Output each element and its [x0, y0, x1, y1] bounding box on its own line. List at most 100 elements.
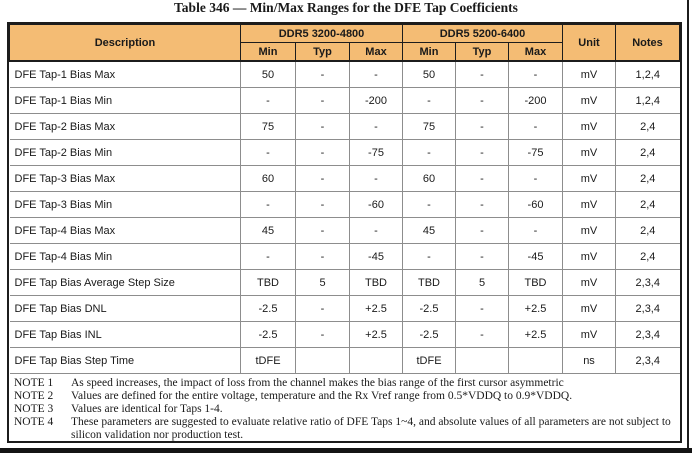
cell-value: -: [295, 321, 350, 348]
cell-value: -: [295, 60, 350, 88]
header-group-row: Description DDR5 3200-4800 DDR5 5200-640…: [9, 24, 680, 62]
cell-value: -: [508, 60, 563, 88]
cell-notes: 2,3,4: [615, 347, 680, 374]
col-header-min-2: Min: [402, 42, 456, 62]
col-header-typ-1: Typ: [295, 42, 350, 62]
cell-value: TBD: [240, 269, 296, 296]
cell-notes: 1,2,4: [615, 87, 680, 114]
cell-value: -: [402, 87, 456, 114]
table-row: DFE Tap-4 Bias Max 45 - - 45 - - mV 2,4: [9, 217, 680, 244]
cell-value: -: [240, 87, 296, 114]
cell-value: -: [240, 243, 296, 270]
note-label: NOTE 1: [14, 377, 54, 389]
cell-value: 5: [455, 269, 509, 296]
cell-value: -: [455, 217, 509, 244]
cell-notes: 2,4: [615, 243, 680, 270]
cell-value: -: [295, 113, 350, 140]
cell-value: +2.5: [508, 321, 563, 348]
col-header-max-2: Max: [508, 42, 563, 62]
cell-value: tDFE: [402, 347, 456, 374]
table-row: DFE Tap-3 Bias Min - - -60 - - -60 mV 2,…: [9, 191, 680, 218]
cell-unit: mV: [562, 191, 616, 218]
table-row: DFE Tap Bias DNL -2.5 - +2.5 -2.5 - +2.5…: [9, 295, 680, 322]
table-title: Table 346 — Min/Max Ranges for the DFE T…: [174, 0, 518, 15]
cell-value: TBD: [349, 269, 403, 296]
col-header-unit: Unit: [562, 24, 616, 62]
cell-value: -: [295, 87, 350, 114]
note-text: As speed increases, the impact of loss f…: [71, 377, 564, 389]
cell-value: 50: [402, 60, 456, 88]
cell-value: 75: [402, 113, 456, 140]
cell-value: +2.5: [349, 321, 403, 348]
cell-value: -: [508, 165, 563, 192]
cell-value: -60: [349, 191, 403, 218]
row-description: DFE Tap-4 Bias Max: [9, 217, 241, 244]
row-description: DFE Tap Bias INL: [9, 321, 241, 348]
cell-value: 60: [402, 165, 456, 192]
row-description: DFE Tap Bias DNL: [9, 295, 241, 322]
note-text: These parameters are suggested to evalua…: [71, 416, 671, 441]
cell-notes: 2,3,4: [615, 269, 680, 296]
cell-unit: ns: [562, 347, 616, 374]
cell-value: [455, 347, 509, 374]
cell-value: -: [402, 191, 456, 218]
cell-value: -60: [508, 191, 563, 218]
col-header-ddr5-3200-4800: DDR5 3200-4800: [240, 24, 403, 43]
table-body: DFE Tap-1 Bias Max 50 - - 50 - - mV 1,2,…: [9, 60, 680, 374]
cell-unit: mV: [562, 217, 616, 244]
cell-value: 50: [240, 60, 296, 88]
cell-value: -: [349, 113, 403, 140]
cell-value: -2.5: [402, 295, 456, 322]
cell-unit: mV: [562, 243, 616, 270]
table-row: DFE Tap-2 Bias Min - - -75 - - -75 mV 2,…: [9, 139, 680, 166]
min-max-ranges-table: Description DDR5 3200-4800 DDR5 5200-640…: [9, 24, 680, 374]
table-row: DFE Tap Bias Average Step Size TBD 5 TBD…: [9, 269, 680, 296]
cell-notes: 2,4: [615, 113, 680, 140]
table-note: NOTE 1 As speed increases, the impact of…: [14, 377, 672, 390]
cell-value: -: [349, 60, 403, 88]
row-description: DFE Tap-4 Bias Min: [9, 243, 241, 270]
table-row: DFE Tap-3 Bias Max 60 - - 60 - - mV 2,4: [9, 165, 680, 192]
cell-value: tDFE: [240, 347, 296, 374]
cell-unit: mV: [562, 295, 616, 322]
row-description: DFE Tap Bias Average Step Size: [9, 269, 241, 296]
cell-notes: 2,4: [615, 165, 680, 192]
cell-value: 75: [240, 113, 296, 140]
col-header-description: Description: [9, 24, 241, 62]
col-header-min-1: Min: [240, 42, 296, 62]
row-description: DFE Tap-2 Bias Min: [9, 139, 241, 166]
cell-unit: mV: [562, 113, 616, 140]
cell-notes: 1,2,4: [615, 60, 680, 88]
cell-notes: 2,4: [615, 139, 680, 166]
row-description: DFE Tap-2 Bias Max: [9, 113, 241, 140]
cell-value: 45: [402, 217, 456, 244]
cell-value: -2.5: [402, 321, 456, 348]
row-description: DFE Tap Bias Step Time: [9, 347, 241, 374]
cell-value: -: [349, 217, 403, 244]
table-row: DFE Tap Bias Step Time tDFE tDFE ns 2,3,…: [9, 347, 680, 374]
row-description: DFE Tap-3 Bias Max: [9, 165, 241, 192]
cell-value: [508, 347, 563, 374]
cell-value: -: [402, 139, 456, 166]
cell-value: -: [455, 87, 509, 114]
cell-value: -45: [508, 243, 563, 270]
cell-value: -: [295, 217, 350, 244]
cell-value: -200: [349, 87, 403, 114]
table-row: DFE Tap Bias INL -2.5 - +2.5 -2.5 - +2.5…: [9, 321, 680, 348]
table-note: NOTE 3 Values are identical for Taps 1-4…: [14, 403, 672, 416]
table-row: DFE Tap-4 Bias Min - - -45 - - -45 mV 2,…: [9, 243, 680, 270]
cell-unit: mV: [562, 139, 616, 166]
table-row: DFE Tap-2 Bias Max 75 - - 75 - - mV 2,4: [9, 113, 680, 140]
cell-value: TBD: [402, 269, 456, 296]
cell-value: -2.5: [240, 295, 296, 322]
cell-value: -: [455, 295, 509, 322]
cell-notes: 2,3,4: [615, 295, 680, 322]
dfe-tap-coefficients-table: Description DDR5 3200-4800 DDR5 5200-640…: [7, 22, 682, 443]
col-header-typ-2: Typ: [455, 42, 509, 62]
note-label: NOTE 3: [14, 403, 54, 415]
cell-unit: mV: [562, 165, 616, 192]
cell-value: -: [240, 191, 296, 218]
col-header-max-1: Max: [349, 42, 403, 62]
cell-value: -2.5: [240, 321, 296, 348]
cell-value: -: [455, 60, 509, 88]
